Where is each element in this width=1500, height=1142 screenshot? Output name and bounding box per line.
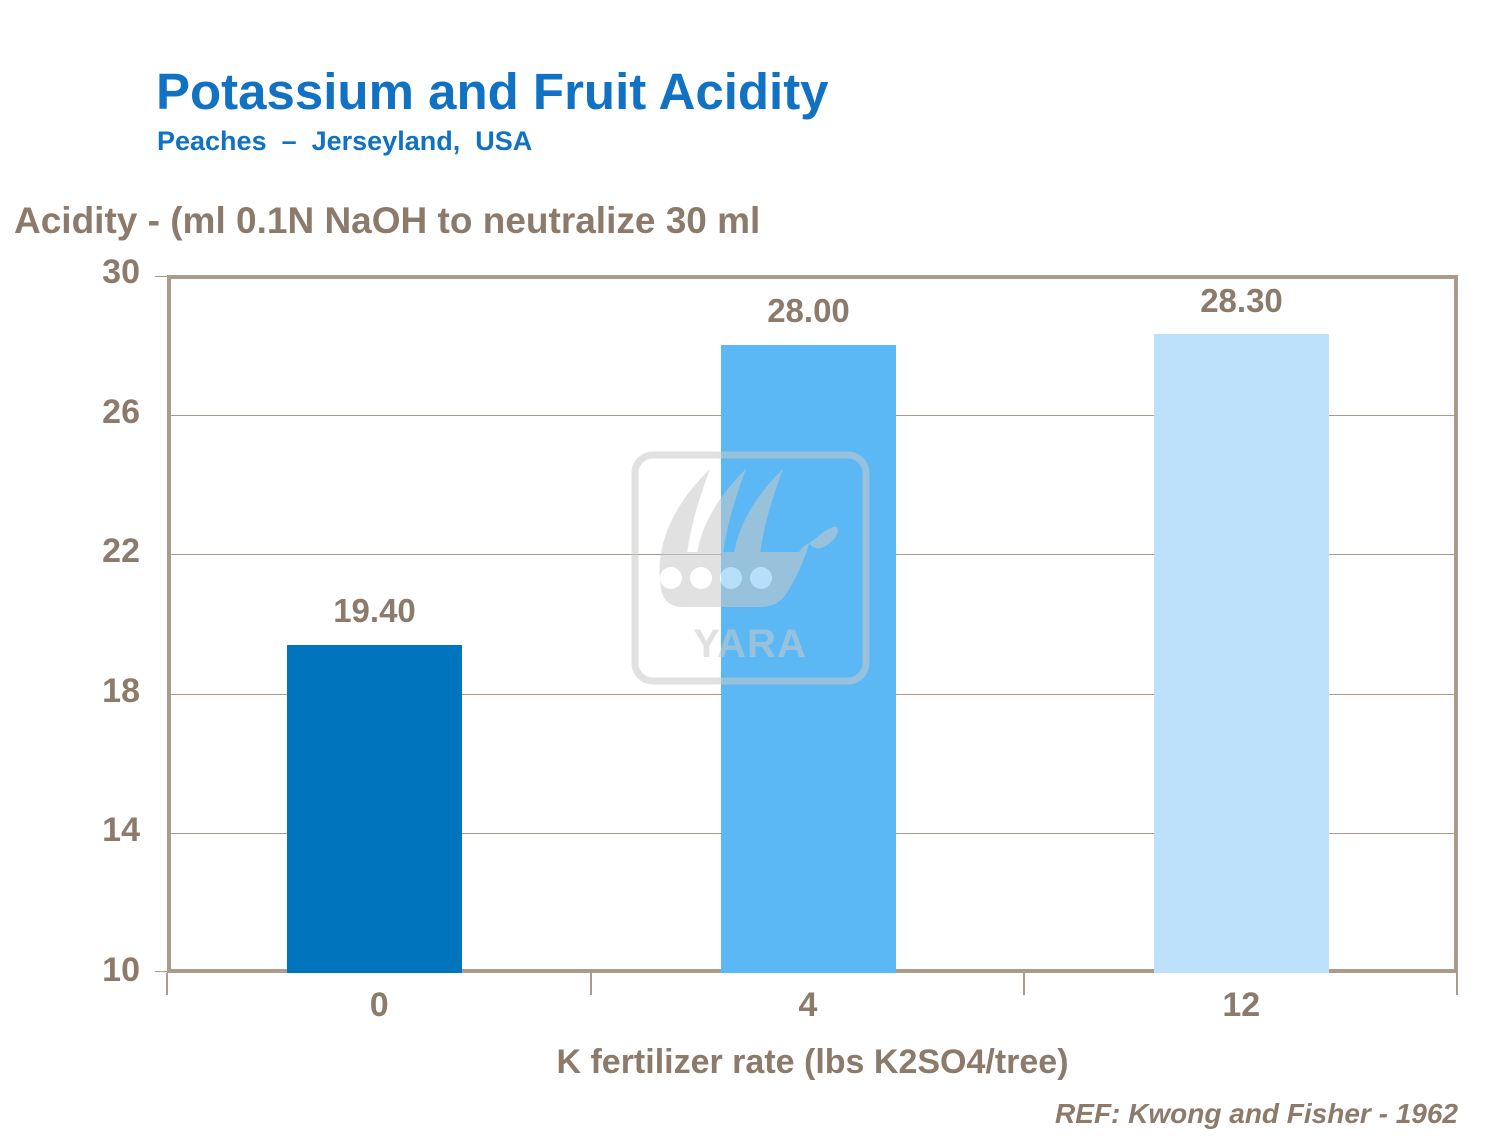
svg-text:YARA: YARA [693,622,807,666]
